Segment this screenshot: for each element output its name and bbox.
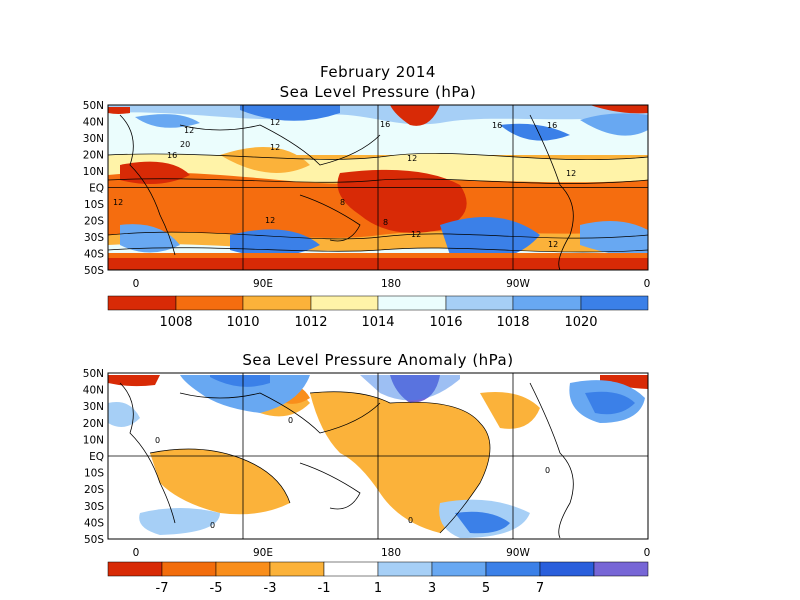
colorbar-label: -3 — [264, 581, 277, 596]
colorbar-swatches — [107, 561, 649, 577]
lon-tick: 0 — [644, 547, 651, 559]
contour-label: 0 — [288, 416, 293, 425]
lon-tick: 90W — [506, 278, 530, 290]
colorbar-label: -1 — [318, 581, 331, 596]
lat-tick: 10S — [84, 468, 104, 480]
contour-label: 12 — [411, 230, 421, 239]
contour-label: 20 — [180, 140, 190, 149]
lat-tick: 50S — [84, 534, 104, 546]
colorbar-label: 1010 — [226, 315, 259, 330]
slp-panel-title: Sea Level Pressure (hPa) — [279, 83, 477, 101]
lat-tick: 20S — [84, 216, 104, 228]
lon-tick: 0 — [644, 278, 651, 290]
colorbar-label: 1018 — [496, 315, 529, 330]
colorbar-label: 1 — [374, 581, 382, 596]
anomaly-map: 50N 40N 30N 20N 10N EQ 10S 20S 30S 40S 5… — [83, 368, 651, 559]
lat-tick: 30S — [84, 501, 104, 513]
slp-map: 50N 40N 30N 20N 10N EQ 10S 20S 30S 40S 5… — [83, 100, 651, 290]
contour-label: 12 — [566, 169, 576, 178]
lat-tick: EQ — [89, 451, 104, 463]
lat-tick: 20S — [84, 484, 104, 496]
lat-tick: 30S — [84, 232, 104, 244]
lon-tick: 90E — [253, 547, 273, 559]
lat-tick: 20N — [83, 150, 104, 162]
colorbar-label: 1014 — [361, 315, 394, 330]
colorbar-label: -7 — [156, 581, 169, 596]
contour-label: 16 — [380, 120, 390, 129]
lon-tick: 180 — [381, 278, 401, 290]
colorbar-label: 1012 — [294, 315, 327, 330]
lat-tick: 50N — [83, 100, 104, 112]
contour-label: 0 — [545, 466, 550, 475]
lat-tick: 10S — [84, 199, 104, 211]
colorbar-label: 5 — [482, 581, 490, 596]
contour-label: 8 — [340, 198, 345, 207]
lat-tick: 20N — [83, 418, 104, 430]
colorbar-label: 1020 — [564, 315, 597, 330]
colorbar-label: 3 — [428, 581, 436, 596]
lat-tick: 30N — [83, 401, 104, 413]
lon-tick: 90W — [506, 547, 530, 559]
lat-tick: 30N — [83, 133, 104, 145]
contour-label: 16 — [547, 121, 557, 130]
contour-label: 12 — [270, 143, 280, 152]
colorbar-label: -5 — [210, 581, 223, 596]
lat-tick: 40S — [84, 517, 104, 529]
lat-tick: 50S — [84, 265, 104, 277]
contour-label: 12 — [113, 198, 123, 207]
lon-tick: 180 — [381, 547, 401, 559]
contour-label: 12 — [407, 154, 417, 163]
contour-label: 16 — [492, 121, 502, 130]
slp-colorbar: 1008 1010 1012 1014 1016 1018 1020 — [107, 295, 649, 330]
contour-label: 0 — [155, 436, 160, 445]
lon-tick: 0 — [133, 278, 140, 290]
lon-tick: 90E — [253, 278, 273, 290]
lat-tick: 10N — [83, 166, 104, 178]
contour-label: 8 — [383, 218, 388, 227]
lat-tick: 40N — [83, 117, 104, 129]
anomaly-colorbar: -7 -5 -3 -1 1 3 5 7 — [107, 561, 649, 596]
main-title: February 2014 — [320, 63, 436, 81]
lat-tick: 40S — [84, 249, 104, 261]
contour-label: 12 — [270, 118, 280, 127]
contour-label: 0 — [408, 516, 413, 525]
anomaly-panel-title: Sea Level Pressure Anomaly (hPa) — [242, 351, 514, 369]
lat-tick: 10N — [83, 434, 104, 446]
colorbar-label: 1008 — [159, 315, 192, 330]
colorbar-label: 1016 — [429, 315, 462, 330]
lat-tick: 40N — [83, 385, 104, 397]
lat-tick: EQ — [89, 183, 104, 195]
contour-label: 0 — [210, 521, 215, 530]
lat-tick: 50N — [83, 368, 104, 380]
colorbar-label: 7 — [536, 581, 544, 596]
lon-tick: 0 — [133, 547, 140, 559]
contour-label: 12 — [548, 240, 558, 249]
contour-label: 12 — [184, 126, 194, 135]
contour-label: 12 — [265, 216, 275, 225]
contour-label: 16 — [167, 151, 177, 160]
colorbar-swatches — [107, 295, 649, 311]
